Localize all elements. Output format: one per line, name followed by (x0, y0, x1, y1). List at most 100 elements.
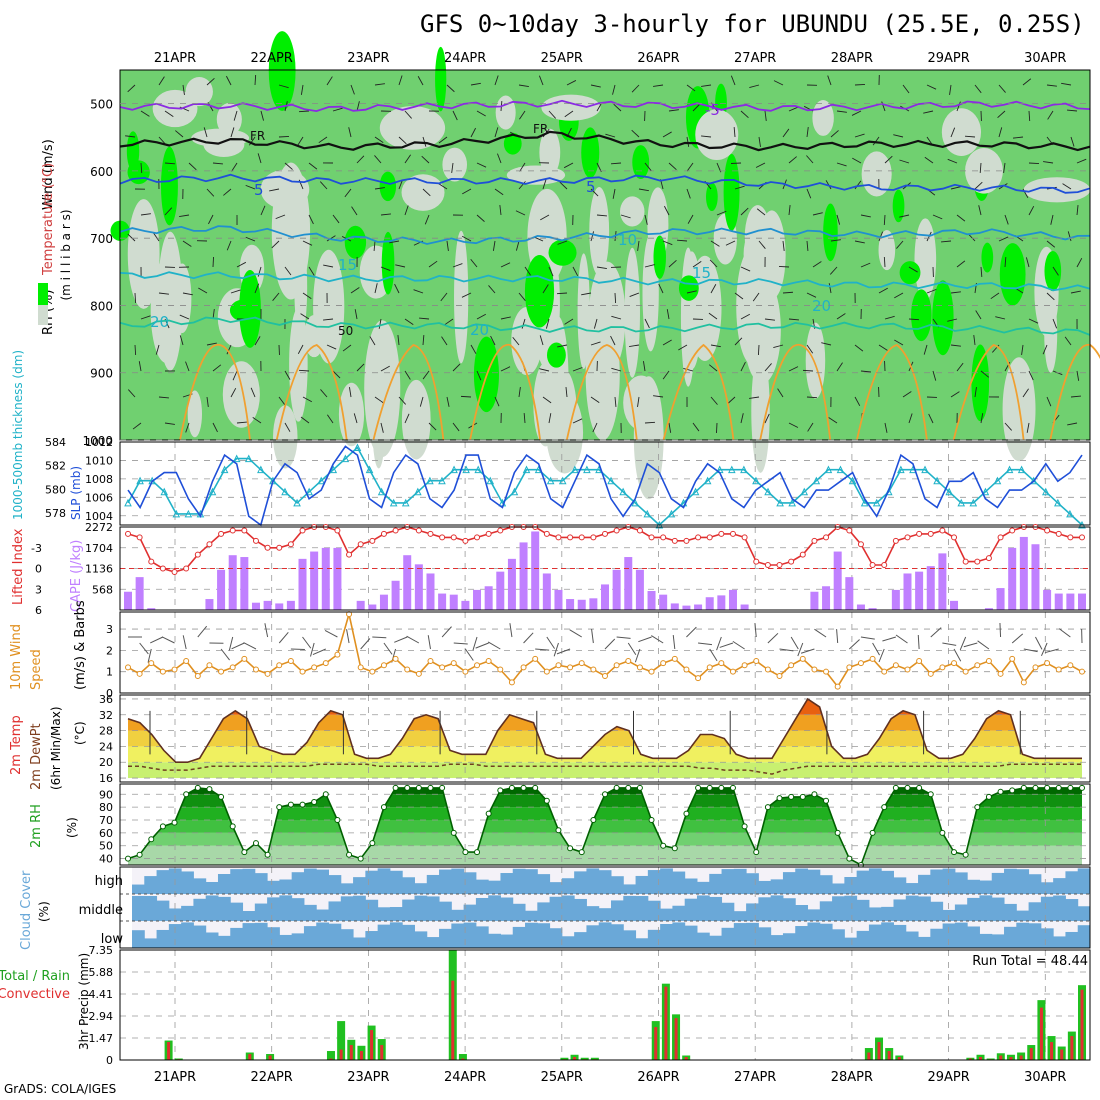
lifted-index-point (823, 534, 830, 541)
thickness-point (136, 476, 144, 485)
thickness-point (293, 498, 301, 507)
date-label-top: 25APR (541, 51, 583, 66)
cloud-cell (181, 922, 194, 948)
wind-barb (884, 155, 893, 164)
rh-high-patch (379, 171, 397, 202)
precip-convective-bar (1019, 1055, 1023, 1060)
wind-barb (152, 232, 160, 242)
wind-barb (155, 344, 160, 355)
wind-speed-point (287, 658, 294, 665)
wind-barb (519, 110, 526, 120)
lifted-index-point (904, 534, 911, 541)
cloud-cell (217, 896, 231, 921)
cape-bar (124, 591, 132, 610)
wind-barb (164, 162, 176, 165)
cloud-cell (537, 923, 551, 948)
cloud-cell (254, 922, 268, 948)
precip-convective-bar (674, 1018, 678, 1060)
wind-barb (413, 289, 424, 294)
wind-barb (740, 313, 751, 320)
wind-barb (894, 339, 904, 346)
rh-low-patch (187, 390, 203, 438)
temp-axis-label: 2m DewPt (29, 723, 44, 790)
thickness-point (981, 487, 990, 496)
cloud-cell (389, 870, 403, 894)
lifted-index-point (613, 527, 620, 534)
temp-band (128, 699, 1082, 715)
wind-barb (1042, 344, 1048, 355)
wind-barb (354, 309, 358, 320)
cloud-cell (660, 868, 673, 894)
rh-low-patch (577, 253, 590, 370)
wind-speed-point (1032, 664, 1039, 671)
wind-barb (1076, 257, 1083, 268)
cloud-cell (402, 877, 415, 894)
slp-tick-label: 1012 (85, 436, 113, 449)
rh-point (206, 786, 213, 793)
wind-barb (212, 256, 214, 268)
date-label-top: 22APR (251, 51, 293, 66)
wind-barb (428, 422, 437, 431)
wind-speed-point (578, 660, 585, 667)
precip-convective-bar (1029, 1048, 1033, 1060)
cape-tick-label: 1136 (85, 563, 113, 576)
thickness-point (619, 487, 627, 496)
wind-barb (269, 188, 280, 192)
cape-tick-label: 568 (92, 583, 113, 596)
wind-barb (629, 292, 640, 297)
wind-barb (716, 210, 727, 216)
wind-speed-point (799, 655, 806, 662)
cape-bar (694, 604, 703, 610)
orange-contour (372, 344, 445, 441)
lifted-index-point (997, 534, 1004, 541)
wind-barb (539, 335, 544, 346)
wind-barb (326, 76, 333, 86)
wind-barb (683, 367, 694, 372)
wind-barb-10m (312, 648, 326, 656)
wind-barb-10m (310, 642, 315, 657)
wind-barb (394, 283, 400, 294)
precip-convective-bar (329, 1058, 333, 1060)
wind-barb (332, 214, 340, 224)
rh-high-patch (344, 225, 367, 259)
wind-barb (140, 315, 151, 320)
wind-barb (521, 318, 526, 329)
wind-barb (950, 291, 961, 294)
wind-barb (806, 396, 818, 399)
wind-barb (284, 162, 293, 170)
wind-barb (542, 284, 549, 294)
wind-barb (1013, 136, 1024, 139)
wind-barb-10m (754, 623, 757, 638)
wind-barb (424, 214, 430, 225)
credit-label: GrADS: COLA/IGES (4, 1082, 117, 1096)
wind-barb (692, 103, 701, 112)
thickness-point (414, 487, 422, 496)
rh-point (218, 793, 225, 800)
wind-axis-label: 10m Wind (9, 624, 24, 690)
cloud-cell (770, 935, 784, 948)
orange-contour (469, 344, 541, 441)
wind-barb (308, 162, 318, 170)
rh-point (194, 784, 201, 791)
thickness-point (872, 498, 881, 507)
temp-band (128, 762, 1082, 779)
wind-barb (1004, 256, 1007, 268)
cloud-cell (377, 924, 391, 948)
wind-barb (446, 240, 449, 251)
wind-barb (740, 207, 749, 216)
thickness-point (1066, 509, 1074, 518)
wind-speed-point (380, 662, 387, 669)
rh-high-patch (678, 275, 699, 301)
rh-low-patch (541, 94, 601, 121)
cape-bar (566, 599, 575, 610)
rh-point (287, 801, 294, 808)
wind-barb (740, 110, 749, 119)
cloud-cell (488, 933, 501, 948)
wind-speed-point (648, 668, 655, 675)
cloud-cell (303, 868, 317, 894)
y-tick-label: 700 (90, 232, 113, 246)
cloud-cell (881, 922, 894, 948)
wind-barb (254, 74, 257, 86)
precip-convective-bar (1070, 1036, 1074, 1060)
wind-barb (540, 214, 550, 221)
